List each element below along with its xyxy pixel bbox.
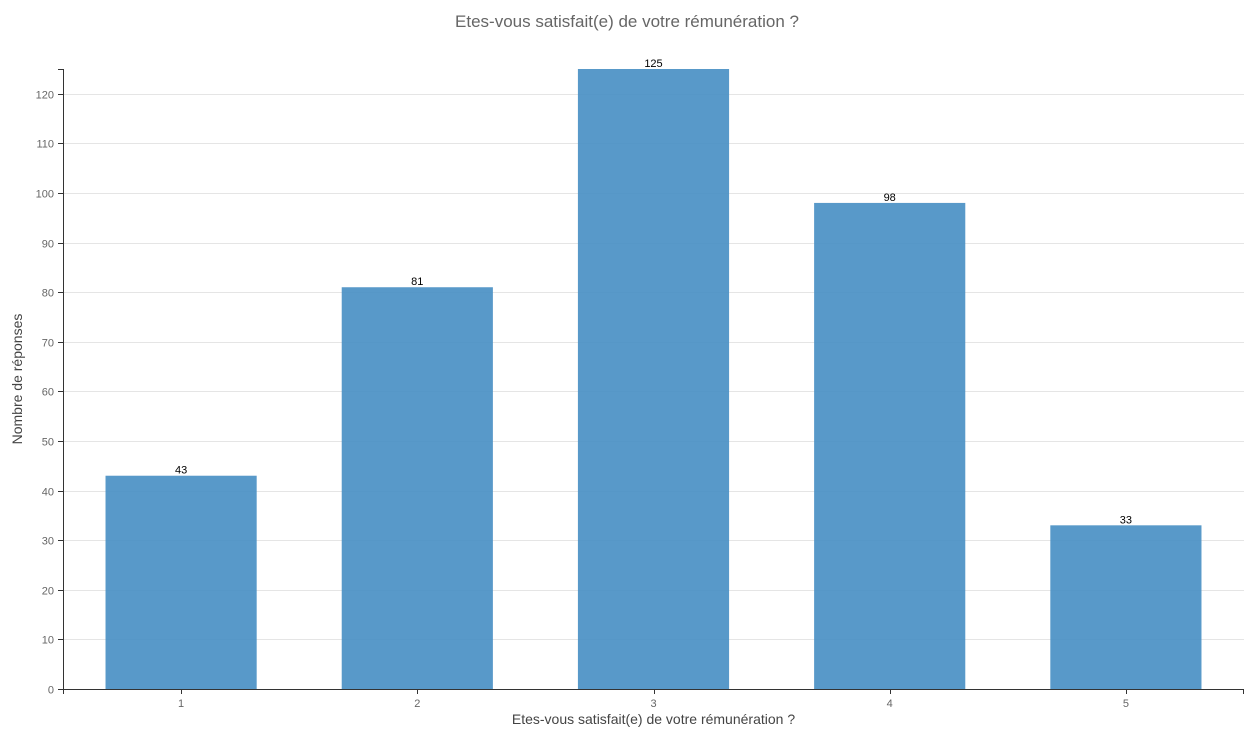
- y-tick-label: 50: [42, 437, 54, 449]
- y-tick-label: 20: [42, 586, 54, 598]
- bar: [577, 69, 730, 689]
- y-tick-label: 40: [42, 487, 54, 499]
- y-tick-label: 60: [42, 387, 54, 399]
- y-tick-label: 10: [42, 635, 54, 647]
- bar-value-label: 125: [644, 58, 662, 70]
- y-tick-label: 0: [48, 685, 54, 697]
- y-tick-label: 100: [36, 189, 54, 201]
- bar-value-label: 43: [175, 465, 187, 477]
- x-axis-title: Etes-vous satisfait(e) de votre rémunéra…: [512, 711, 795, 727]
- bar: [814, 202, 966, 690]
- bar: [341, 287, 493, 689]
- y-tick-label: 80: [42, 288, 54, 300]
- x-tick-label: 2: [414, 698, 420, 710]
- y-tick-label: 110: [36, 139, 54, 151]
- bar-value-label: 98: [884, 192, 896, 204]
- chart-title: Etes-vous satisfait(e) de votre rémunéra…: [455, 12, 799, 31]
- y-tick-label: 30: [42, 536, 54, 548]
- bar-value-label: 33: [1120, 514, 1132, 526]
- y-tick-label: 90: [42, 239, 54, 251]
- bar: [105, 475, 257, 689]
- x-tick-label: 1: [178, 698, 184, 710]
- bars: [105, 69, 1202, 690]
- x-tick-label: 5: [1123, 698, 1129, 710]
- axes: [58, 69, 1244, 694]
- x-tick-label: 4: [887, 698, 893, 710]
- labels: 0 10 20 30 40 50 60 70 80 90 100 110 120 43 1 81 2 125 3 98…: [36, 58, 1132, 710]
- y-tick-label: 120: [36, 90, 54, 102]
- bar: [1050, 525, 1202, 689]
- x-tick-label: 3: [650, 698, 656, 710]
- y-axis-title: Nombre de réponses: [9, 314, 25, 445]
- y-tick-label: 70: [42, 338, 54, 350]
- bar-value-label: 81: [411, 276, 423, 288]
